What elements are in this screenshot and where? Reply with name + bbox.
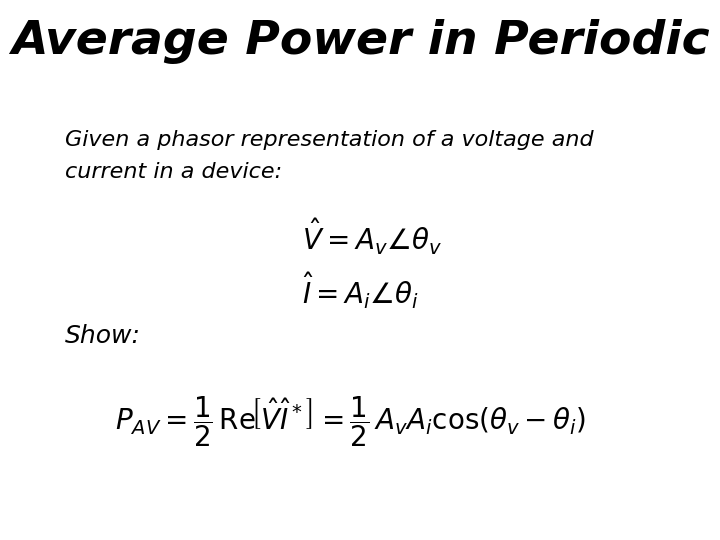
Text: current in a device:: current in a device: — [65, 162, 282, 182]
Text: $\hat{V} = A_v\angle\theta_v$: $\hat{V} = A_v\angle\theta_v$ — [302, 216, 442, 257]
Text: $\hat{I} = A_i\angle\theta_i$: $\hat{I} = A_i\angle\theta_i$ — [302, 270, 419, 311]
Text: Given a phasor representation of a voltage and: Given a phasor representation of a volta… — [65, 130, 593, 150]
Text: Show:: Show: — [65, 324, 140, 348]
Text: Average Power in Periodic Signals: Average Power in Periodic Signals — [11, 19, 720, 64]
Text: $P_{AV} = \dfrac{1}{2}\,\mathrm{Re}\!\left[\hat{V}\hat{I}^*\right] = \dfrac{1}{2: $P_{AV} = \dfrac{1}{2}\,\mathrm{Re}\!\le… — [115, 394, 586, 449]
